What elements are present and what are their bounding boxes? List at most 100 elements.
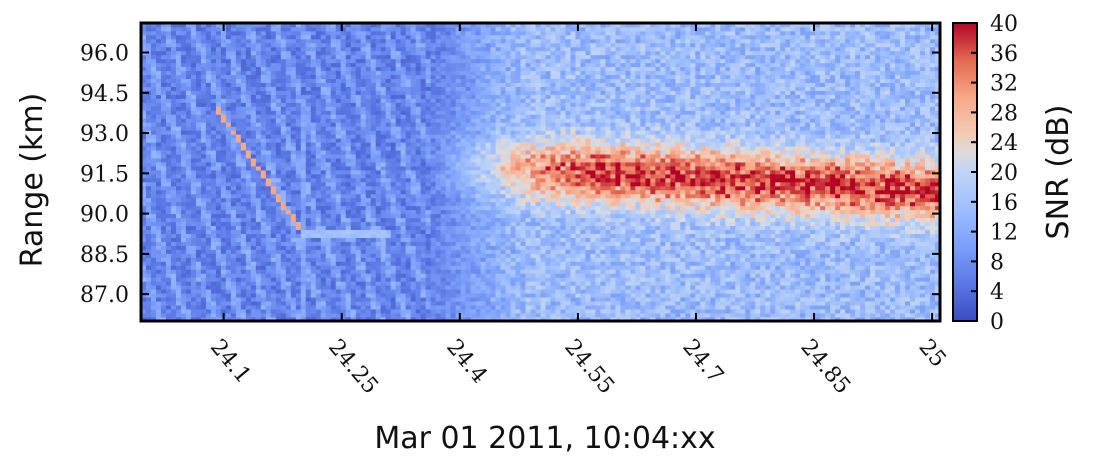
heatmap-cell — [355, 54, 362, 60]
heatmap-cell — [220, 249, 227, 254]
heatmap-cell — [275, 217, 282, 223]
heatmap-cell — [340, 193, 347, 199]
heatmap-cell — [190, 217, 197, 223]
heatmap-cell — [150, 94, 157, 99]
heatmap-cell — [195, 301, 202, 306]
heatmap-cell — [235, 114, 242, 119]
heatmap-cell — [415, 166, 422, 171]
heatmap-cell — [365, 309, 372, 314]
heatmap-cell — [330, 166, 337, 171]
heatmap-cell — [390, 86, 397, 91]
heatmap-cell — [435, 58, 442, 64]
heatmap-cell — [305, 158, 312, 163]
heatmap-cell — [225, 273, 232, 278]
heatmap-cell — [170, 317, 177, 322]
heatmap-cell — [450, 118, 456, 123]
heatmap-cell — [450, 229, 456, 234]
heatmap-cell — [295, 253, 302, 258]
heatmap-cell — [410, 237, 417, 242]
heatmap-cell — [200, 30, 207, 36]
heatmap-cell — [295, 289, 302, 294]
heatmap-cell — [150, 170, 157, 175]
heatmap-cell — [220, 46, 227, 52]
heatmap-cell — [190, 134, 197, 139]
heatmap-cell — [320, 177, 327, 183]
heatmap-cell — [355, 166, 362, 171]
heatmap-cell — [200, 233, 207, 238]
heatmap-cell — [260, 285, 267, 290]
heatmap-cell — [195, 130, 202, 135]
heatmap-cell — [330, 209, 337, 215]
heatmap-cell — [245, 110, 252, 115]
heatmap-cell — [255, 177, 262, 183]
heatmap-cell — [415, 126, 422, 131]
heatmap-cell — [445, 170, 452, 175]
heatmap-cell — [175, 273, 182, 278]
heatmap-cell — [165, 205, 172, 211]
heatmap-cell — [210, 285, 217, 290]
heatmap-cell — [260, 30, 267, 36]
heatmap-cell — [150, 241, 157, 246]
heatmap-cell — [285, 233, 292, 238]
heatmap-cell — [430, 62, 437, 68]
heatmap-cell — [305, 138, 312, 143]
heatmap-cell — [435, 30, 442, 36]
heatmap-cell — [235, 177, 242, 183]
heatmap-cell — [430, 181, 437, 187]
heatmap-cell — [305, 277, 312, 282]
heatmap-cell — [240, 269, 247, 274]
heatmap-cell — [205, 166, 212, 171]
heatmap-cell — [185, 317, 192, 322]
heatmap-cell — [195, 205, 202, 211]
heatmap-cell — [380, 253, 387, 258]
heatmap-cell — [465, 257, 471, 262]
heatmap-cell — [160, 78, 167, 83]
heatmap-cell — [440, 54, 447, 60]
heatmap-cell — [460, 154, 466, 159]
heatmap-cell — [445, 66, 452, 72]
heatmap-cell — [165, 217, 172, 223]
heatmap-cell — [190, 253, 197, 258]
heatmap-cell — [415, 233, 422, 238]
heatmap-cell — [385, 273, 392, 278]
heatmap-cell — [415, 90, 422, 95]
heatmap-cell — [295, 106, 302, 111]
heatmap-cell — [170, 313, 177, 318]
heatmap-cell — [175, 245, 182, 250]
heatmap-cell — [220, 277, 227, 282]
heatmap-cell — [230, 261, 237, 266]
heatmap-cell — [145, 181, 152, 187]
heatmap-cell — [295, 281, 302, 286]
heatmap-cell — [360, 297, 367, 302]
heatmap-cell — [260, 233, 267, 238]
heatmap-cell — [345, 237, 352, 242]
heatmap-cell — [295, 313, 302, 318]
heatmap-cell — [420, 245, 427, 250]
heatmap-cell — [365, 162, 372, 167]
heatmap-cell — [440, 269, 447, 274]
heatmap-cell — [415, 114, 422, 119]
heatmap-cell — [255, 90, 262, 95]
heatmap-cell — [141, 197, 147, 203]
heatmap-cell — [290, 233, 297, 238]
heatmap-cell — [310, 90, 317, 95]
heatmap-cell — [280, 209, 287, 215]
heatmap-cell — [240, 70, 247, 76]
heatmap-cell — [285, 154, 292, 159]
heatmap-cell — [330, 273, 337, 278]
heatmap-cell — [455, 317, 461, 322]
heatmap-cell — [460, 23, 466, 28]
heatmap-cell — [285, 38, 292, 44]
heatmap-cell — [145, 317, 152, 322]
heatmap-cell — [330, 193, 337, 199]
heatmap-cell — [250, 249, 257, 254]
heatmap-cell — [335, 249, 342, 254]
heatmap-cell — [430, 213, 437, 219]
heatmap-cell — [240, 170, 247, 175]
heatmap-cell — [405, 257, 412, 262]
heatmap-cell — [150, 54, 157, 60]
heatmap-cell — [190, 162, 197, 167]
heatmap-cell — [340, 130, 347, 135]
heatmap-cell — [160, 253, 167, 258]
heatmap-cell — [195, 70, 202, 76]
